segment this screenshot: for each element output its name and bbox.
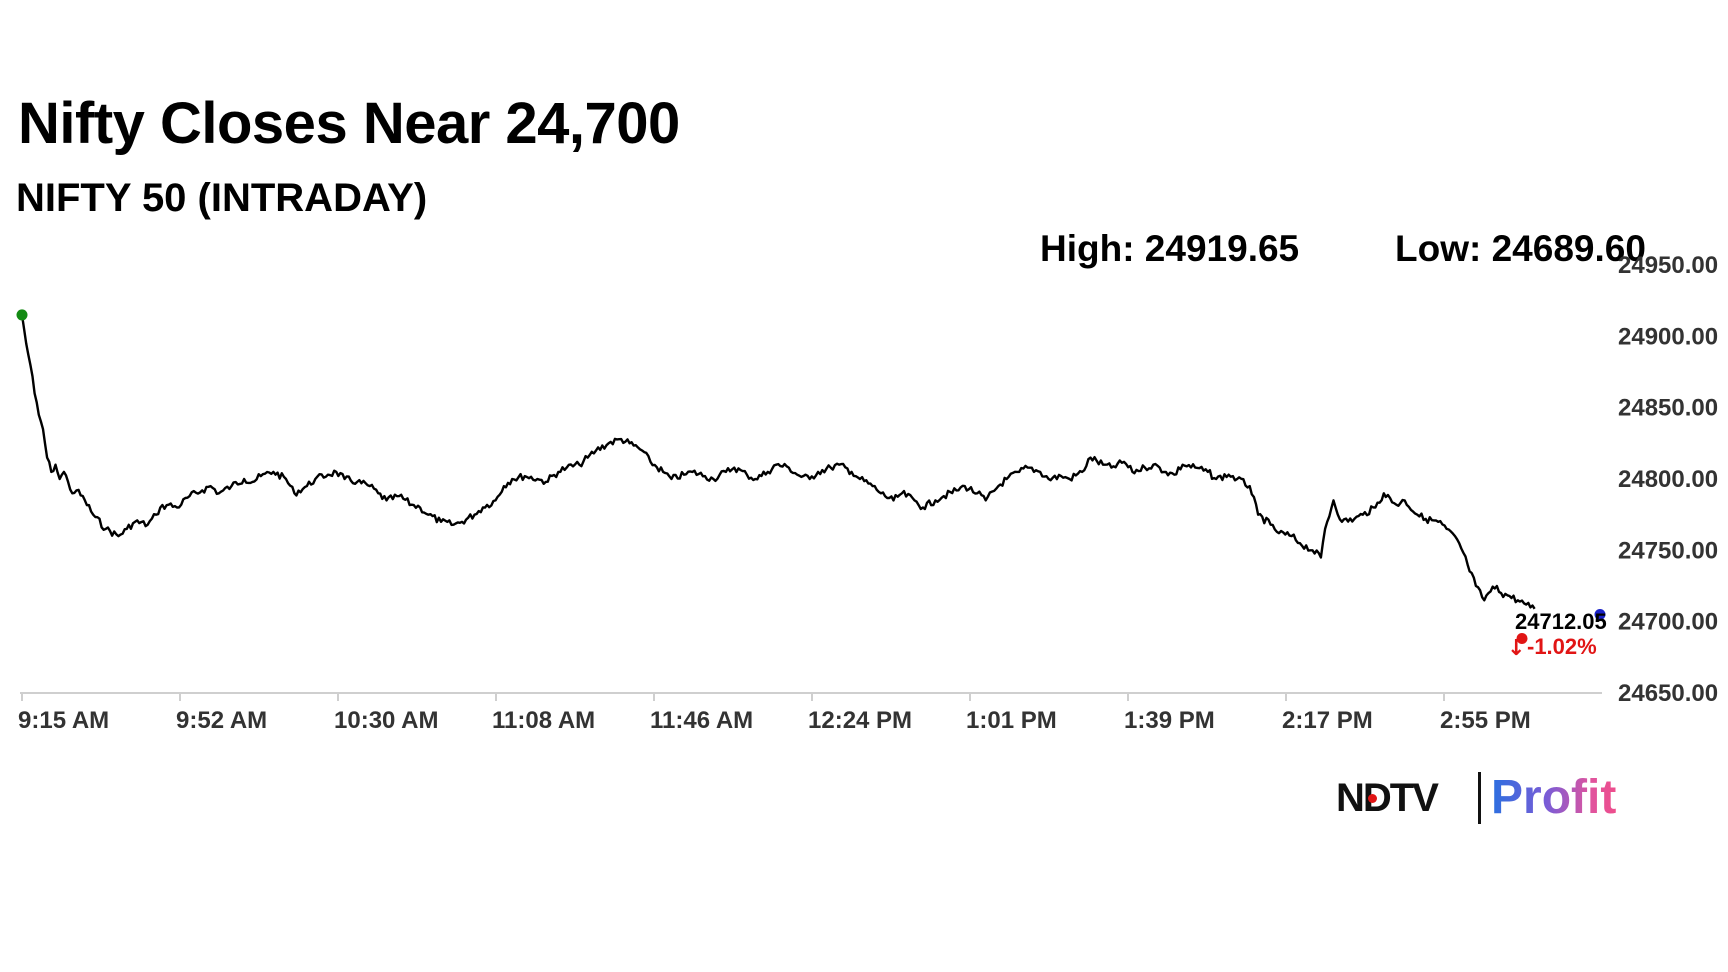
y-tick-label: 24850.00 [1618,395,1718,422]
brand-separator [1478,772,1481,824]
y-tick-label: 24650.00 [1618,680,1718,707]
x-tick-label: 1:01 PM [966,707,1057,734]
high-value: High: 24919.65 [1040,228,1300,269]
down-arrow-icon: ↓ [1507,636,1525,661]
y-tick-label: 24800.00 [1618,466,1718,493]
y-tick-label: 24950.00 [1618,252,1718,279]
start-marker [16,309,28,321]
y-tick-label: 24900.00 [1618,323,1718,350]
brand-product: Profit [1491,771,1617,824]
y-tick-label: 24700.00 [1618,609,1718,636]
x-tick-label: 12:24 PM [808,707,912,734]
x-tick-label: 9:52 AM [176,707,267,734]
chart-title: Nifty Closes Near 24,700 [18,91,680,156]
change-percent-label: -1.02% [1527,634,1597,659]
x-tick-label: 11:08 AM [492,707,595,734]
x-tick-label: 2:55 PM [1440,707,1531,734]
series-line-nifty [20,314,1536,610]
x-tick-label: 10:30 AM [334,707,438,734]
last-value-label: 24712.05 [1515,609,1607,634]
brand-dot-icon [1368,794,1377,803]
x-tick-label: 2:17 PM [1282,707,1373,734]
x-tick-label: 11:46 AM [650,707,753,734]
chart-subtitle: NIFTY 50 (INTRADAY) [16,176,428,220]
brand-name: NDTV [1336,776,1439,820]
low-value: Low: 24689.60 [1395,228,1646,269]
low-marker [1516,633,1528,645]
y-tick-label: 24750.00 [1618,537,1718,564]
x-tick-label: 9:15 AM [18,707,109,734]
x-tick-label: 1:39 PM [1124,707,1215,734]
last-price-marker [1594,608,1606,620]
